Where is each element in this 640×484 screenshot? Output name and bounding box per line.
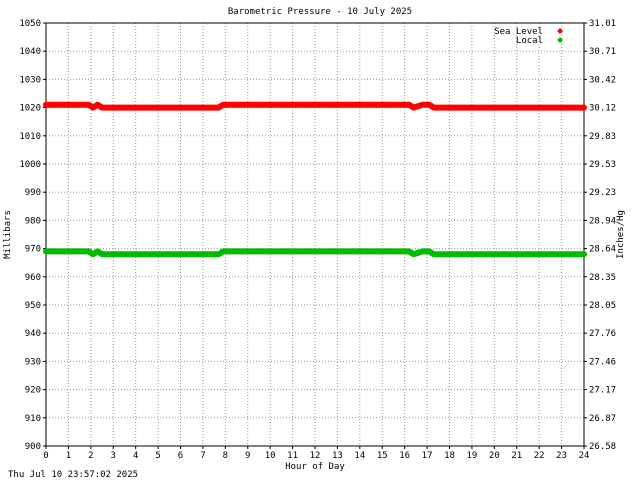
x-tick-label: 3 (111, 451, 116, 461)
y-tick-label-right: 26.58 (589, 442, 616, 452)
x-tick-label: 22 (534, 451, 545, 461)
y-tick-label-left: 960 (25, 273, 41, 283)
y-tick-label-right: 29.83 (589, 132, 616, 142)
x-tick-label: 17 (422, 451, 433, 461)
y-tick-label-left: 920 (25, 386, 41, 396)
x-tick-label: 0 (43, 451, 48, 461)
y-tick-label-left: 900 (25, 442, 41, 452)
y-tick-label-right: 31.01 (589, 19, 616, 29)
y-tick-label-right: 28.35 (589, 273, 616, 283)
y-tick-label-left: 1020 (19, 104, 41, 114)
y-tick-label-left: 1030 (19, 75, 41, 85)
x-tick-label: 4 (133, 451, 138, 461)
y-tick-label-right: 27.76 (589, 329, 616, 339)
x-tick-label: 11 (287, 451, 298, 461)
x-tick-label: 6 (178, 451, 183, 461)
y-axis-label-right: Inches/Hg (616, 210, 626, 259)
x-tick-label: 13 (332, 451, 343, 461)
x-tick-label: 7 (200, 451, 205, 461)
y-tick-label-left: 1010 (19, 132, 41, 142)
x-tick-label: 5 (155, 451, 160, 461)
y-tick-label-right: 29.53 (589, 160, 616, 170)
x-tick-label: 19 (466, 451, 477, 461)
y-tick-label-left: 1000 (19, 160, 41, 170)
y-tick-label-left: 950 (25, 301, 41, 311)
x-tick-label: 1 (66, 451, 71, 461)
footer-timestamp: Thu Jul 10 23:57:02 2025 (8, 470, 138, 480)
x-tick-label: 16 (399, 451, 410, 461)
y-tick-label-left: 940 (25, 329, 41, 339)
series-line-local (43, 248, 587, 258)
x-tick-label: 8 (223, 451, 228, 461)
series-line-sea-level (43, 101, 587, 111)
x-tick-label: 2 (88, 451, 93, 461)
y-tick-label-right: 26.87 (589, 414, 616, 424)
x-axis-label: Hour of Day (285, 462, 345, 472)
y-tick-label-left: 1040 (19, 47, 41, 57)
y-tick-label-left: 1050 (19, 19, 41, 29)
x-tick-label: 12 (310, 451, 321, 461)
x-tick-label: 18 (444, 451, 455, 461)
chart-title: Barometric Pressure - 10 July 2025 (228, 7, 412, 17)
legend-marker (557, 37, 563, 43)
x-tick-label: 14 (354, 451, 365, 461)
y-tick-label-right: 28.64 (589, 245, 616, 255)
x-tick-label: 9 (245, 451, 250, 461)
legend-marker (557, 28, 563, 34)
x-tick-label: 23 (556, 451, 567, 461)
y-tick-label-left: 980 (25, 216, 41, 226)
y-tick-label-right: 28.94 (589, 216, 616, 226)
y-tick-label-right: 30.71 (589, 47, 616, 57)
x-tick-label: 10 (265, 451, 276, 461)
x-tick-label: 20 (489, 451, 500, 461)
y-tick-label-right: 30.12 (589, 104, 616, 114)
y-tick-label-right: 27.46 (589, 357, 616, 367)
legend-label: Sea Level (494, 27, 543, 37)
legend-label: Local (516, 36, 543, 46)
x-tick-label: 24 (579, 451, 590, 461)
x-tick-label: 21 (511, 451, 522, 461)
y-tick-label-right: 30.42 (589, 75, 616, 85)
y-tick-label-right: 27.17 (589, 386, 616, 396)
x-tick-label: 15 (377, 451, 388, 461)
y-tick-label-left: 910 (25, 414, 41, 424)
y-tick-label-right: 29.23 (589, 188, 616, 198)
y-tick-label-left: 990 (25, 188, 41, 198)
y-tick-label-left: 970 (25, 245, 41, 255)
y-tick-label-right: 28.05 (589, 301, 616, 311)
y-axis-label-left: Millibars (3, 210, 13, 259)
y-tick-label-left: 930 (25, 357, 41, 367)
